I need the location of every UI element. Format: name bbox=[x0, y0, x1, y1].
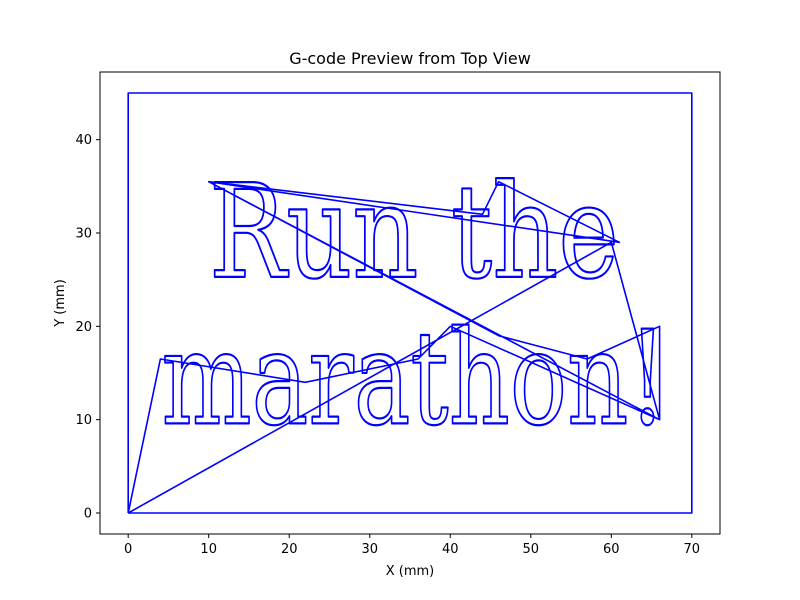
y-tick-label: 30 bbox=[75, 227, 92, 242]
border-path bbox=[127, 92, 693, 514]
ticks-layer: 0 10 20 30 40 50 60 70 0 10 20 30 40 bbox=[75, 133, 700, 557]
y-tick-label: 0 bbox=[84, 507, 92, 522]
y-tick-label: 20 bbox=[75, 320, 92, 335]
x-tick-label: 20 bbox=[281, 542, 298, 557]
x-tick-label: 70 bbox=[684, 542, 701, 557]
x-tick-label: 10 bbox=[200, 542, 217, 557]
chart-title: G-code Preview from Top View bbox=[289, 49, 531, 68]
text-line-1: Run the bbox=[209, 156, 619, 308]
plot-area bbox=[99, 71, 721, 535]
y-axis-label: Y (mm) bbox=[53, 279, 68, 328]
x-axis-label: X (mm) bbox=[386, 564, 435, 579]
x-tick-label: 40 bbox=[442, 542, 459, 557]
x-tick-label: 50 bbox=[523, 542, 540, 557]
y-tick-label: 40 bbox=[75, 133, 92, 148]
x-tick-label: 30 bbox=[361, 542, 378, 557]
x-tick-label: 60 bbox=[603, 542, 620, 557]
text-line-2: marathon! bbox=[162, 302, 667, 454]
y-tick-label: 10 bbox=[75, 413, 92, 428]
x-tick-label: 0 bbox=[124, 542, 132, 557]
travel-moves-path bbox=[127, 180, 661, 514]
